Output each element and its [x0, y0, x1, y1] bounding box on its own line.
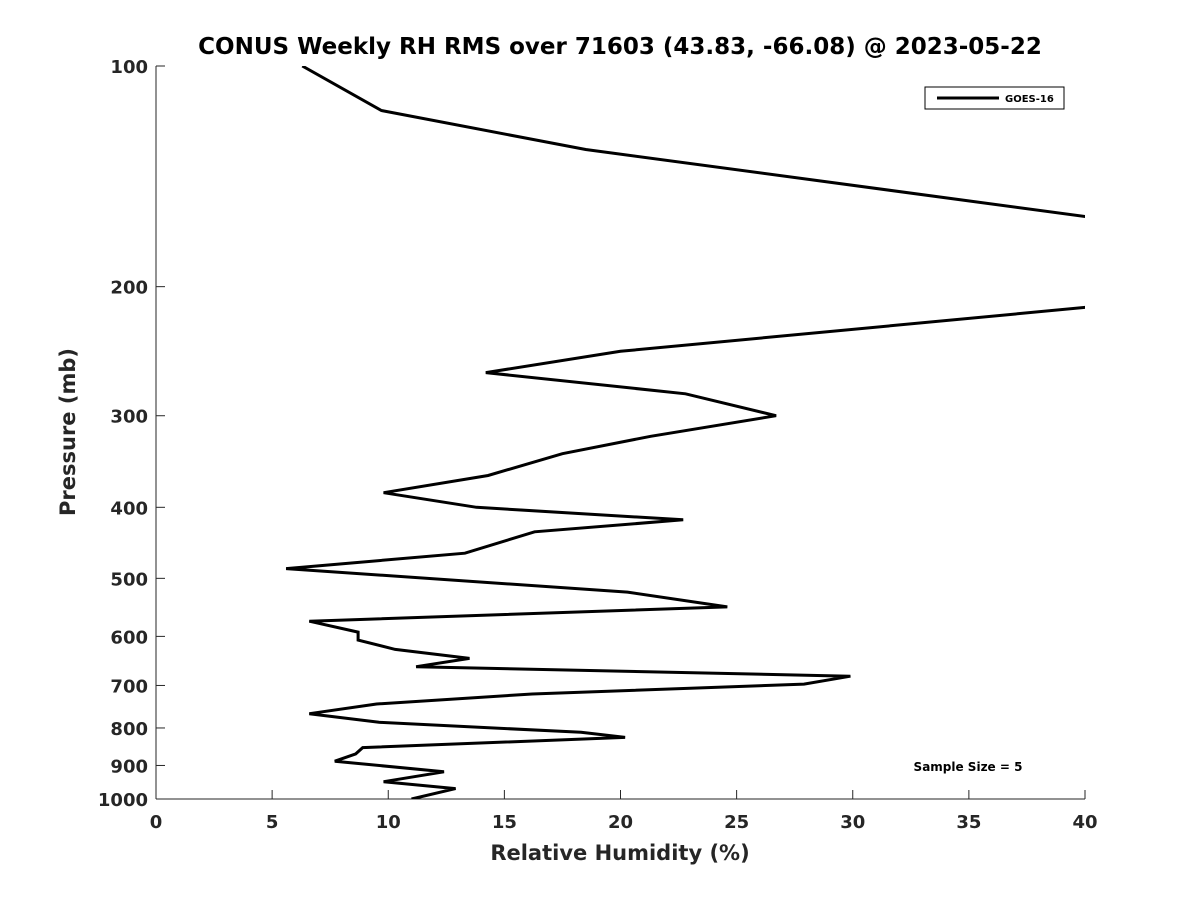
- x-tick-label: 35: [956, 812, 981, 833]
- ticks: 0 5 10 15 20 25 30 35 40 100 200 300 400 500 600 700 800…: [98, 57, 1098, 833]
- series-line-goes16-segment-1: [301, 66, 1085, 219]
- x-tick-label: 40: [1072, 812, 1097, 833]
- series-layer: [285, 66, 1085, 799]
- x-tick-label: 0: [150, 812, 163, 833]
- y-tick-label: 800: [110, 719, 148, 740]
- legend-label-goes16: GOES-16: [1005, 94, 1054, 105]
- legend: GOES-16: [924, 86, 1065, 110]
- y-axis-label: Pressure (mb): [56, 348, 80, 516]
- x-axis-label: Relative Humidity (%): [490, 841, 749, 865]
- y-tick-label: 900: [110, 756, 148, 777]
- x-tick-label: 5: [266, 812, 279, 833]
- chart-title: CONUS Weekly RH RMS over 71603 (43.83, -…: [198, 34, 1042, 60]
- y-tick-label: 500: [110, 569, 148, 590]
- y-tick-label: 300: [110, 407, 148, 428]
- x-tick-label: 15: [492, 812, 517, 833]
- y-tick-label: 400: [110, 498, 148, 519]
- x-tick-label: 25: [724, 812, 749, 833]
- sample-size-annotation: Sample Size = 5: [914, 760, 1023, 774]
- y-tick-label: 200: [110, 278, 148, 299]
- y-tick-label: 1000: [98, 790, 148, 811]
- y-tick-label: 600: [110, 627, 148, 648]
- x-tick-label: 30: [840, 812, 865, 833]
- axes: [155, 66, 1085, 800]
- series-line-goes16-segment-2: [285, 305, 1085, 799]
- x-tick-label: 10: [376, 812, 401, 833]
- y-tick-label: 100: [110, 57, 148, 78]
- y-tick-label: 700: [110, 676, 148, 697]
- x-tick-label: 20: [608, 812, 633, 833]
